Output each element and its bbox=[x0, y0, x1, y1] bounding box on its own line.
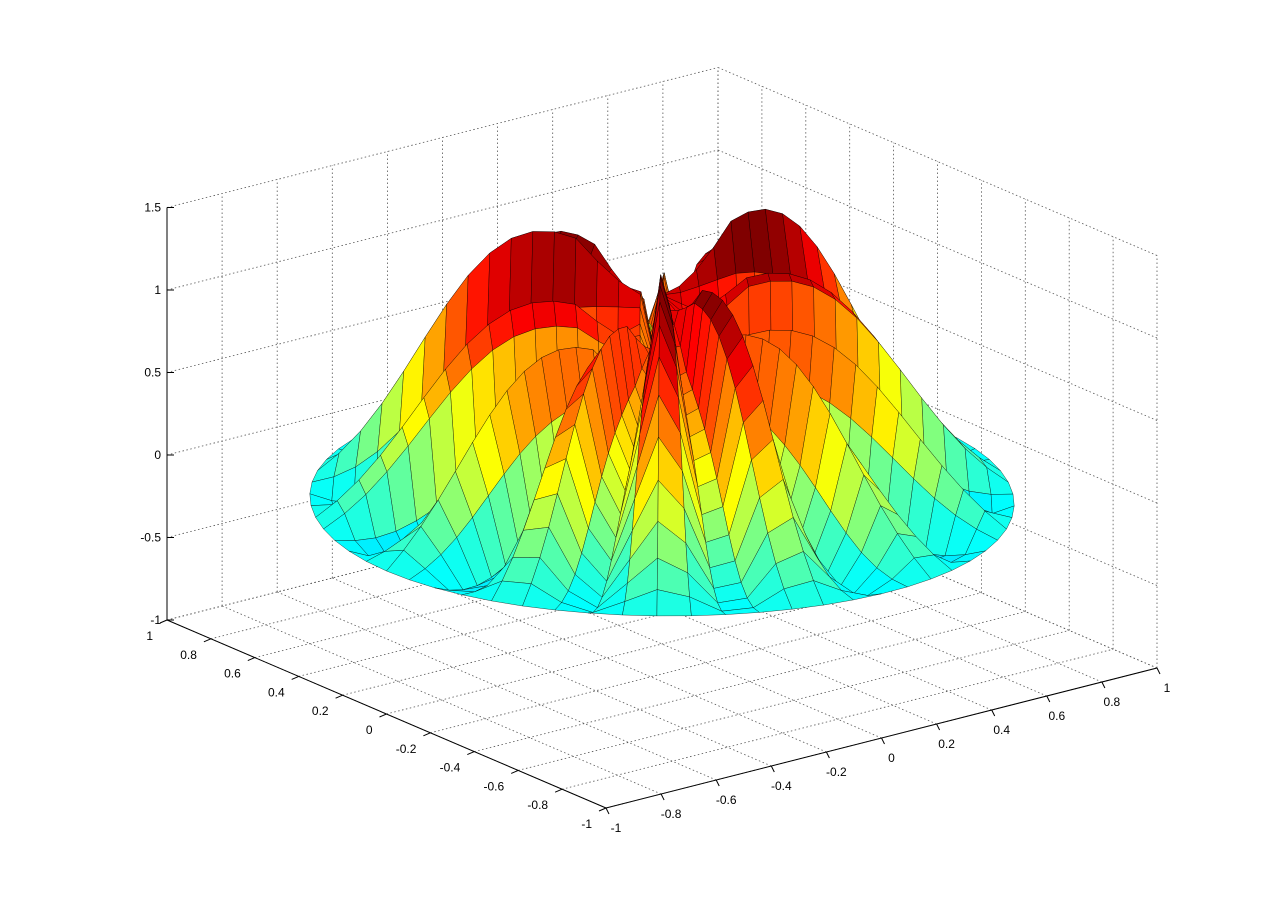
back-wall-gridline bbox=[166, 232, 719, 373]
y-tick-label: -0.4 bbox=[440, 761, 461, 775]
surface-facet bbox=[721, 607, 760, 615]
x-tick-mark bbox=[605, 807, 610, 815]
z-tick-label: 1.5 bbox=[144, 201, 161, 215]
x-tick-mark bbox=[936, 723, 941, 731]
x-tick-label: -0.2 bbox=[826, 765, 847, 779]
y-tick-label: -1 bbox=[581, 817, 592, 831]
y-tick-mark bbox=[159, 619, 168, 624]
x-tick-label: -0.8 bbox=[661, 807, 682, 821]
y-tick-mark bbox=[379, 713, 387, 718]
z-tick-label: 0.5 bbox=[144, 366, 161, 380]
surface-facet bbox=[531, 301, 557, 330]
x-tick-mark bbox=[991, 709, 996, 717]
y-tick-label: 0.4 bbox=[268, 685, 285, 699]
axes-box bbox=[159, 207, 1161, 815]
floor-gridline bbox=[518, 630, 1070, 771]
y-tick-mark bbox=[554, 788, 563, 793]
surface-facet bbox=[767, 273, 793, 282]
y-tick-mark bbox=[291, 675, 299, 680]
y-tick-mark bbox=[247, 657, 255, 662]
x-tick-label: 0.4 bbox=[993, 723, 1010, 737]
x-tick-label: -1 bbox=[611, 821, 622, 835]
x-tick-label: 0 bbox=[888, 751, 895, 765]
y-tick-mark bbox=[203, 638, 212, 643]
x-tick-label: -0.6 bbox=[716, 793, 737, 807]
x-tick-mark bbox=[825, 751, 830, 759]
floor-gridline bbox=[386, 573, 938, 715]
floor-gridline bbox=[474, 611, 1026, 752]
surface-facet bbox=[552, 231, 577, 311]
surface-facet bbox=[553, 300, 578, 329]
z-tick-label: 1 bbox=[154, 283, 161, 297]
floor-gridline bbox=[342, 554, 894, 696]
x-tick-label: -0.4 bbox=[771, 779, 792, 793]
y-tick-mark bbox=[423, 732, 431, 737]
surface-facet bbox=[618, 280, 641, 309]
tick-labels: -1 -0.8 -0.6 -0.4 -0.2 0 0.2 0.4 0.6 0.8 1 -1 -0.8 -0… bbox=[140, 201, 1170, 836]
x-tick-label: 0.8 bbox=[1104, 695, 1121, 709]
y-tick-label: -0.8 bbox=[527, 798, 548, 812]
x-tick-mark bbox=[770, 765, 775, 773]
floor-gridline bbox=[562, 648, 1114, 790]
x-tick-label: 0.2 bbox=[938, 737, 955, 751]
y-tick-label: 1 bbox=[146, 629, 153, 643]
y-tick-label: -0.2 bbox=[396, 742, 417, 756]
floor-gridline bbox=[277, 591, 717, 781]
y-tick-label: 0.6 bbox=[224, 667, 241, 681]
back-wall-gridline bbox=[166, 67, 719, 208]
x-tick-mark bbox=[1046, 695, 1051, 703]
y-tick-label: 0 bbox=[366, 723, 373, 737]
x-tick-label: 1 bbox=[1164, 681, 1171, 695]
x-tick-mark bbox=[881, 737, 885, 745]
y-tick-label: 0.8 bbox=[180, 648, 197, 662]
y-tick-mark bbox=[467, 751, 475, 756]
x-tick-mark bbox=[1101, 681, 1106, 689]
z-tick-label: -0.5 bbox=[140, 531, 161, 545]
y-tick-mark bbox=[335, 694, 343, 699]
y-tick-mark bbox=[598, 807, 607, 812]
z-tick-label: 0 bbox=[154, 448, 161, 462]
x-tick-mark bbox=[715, 779, 720, 787]
x-tick-mark bbox=[1156, 667, 1161, 675]
x-tick-label: 0.6 bbox=[1048, 709, 1065, 723]
z-tick-label: -1 bbox=[150, 613, 161, 627]
floor-gridline bbox=[430, 592, 982, 734]
x-tick-mark bbox=[660, 793, 665, 801]
back-wall-gridline bbox=[166, 149, 719, 291]
y-tick-mark bbox=[511, 769, 519, 774]
surface-mesh bbox=[309, 208, 1015, 617]
y-tick-label: -0.6 bbox=[484, 779, 505, 793]
y-tick-label: 0.2 bbox=[312, 704, 329, 718]
